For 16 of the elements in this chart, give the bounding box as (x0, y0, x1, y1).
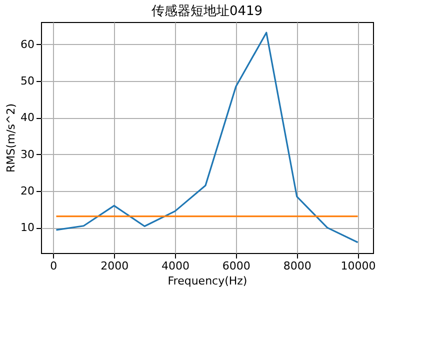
y-tick-label: 40 (20, 111, 34, 124)
x-tick-label: 2000 (100, 260, 129, 272)
y-tick-label: 30 (20, 148, 34, 161)
line-series (55, 32, 359, 244)
chart-title: 传感器短地址0419 (151, 4, 263, 19)
x-tick-label: 8000 (283, 260, 312, 272)
y-tick-label: 20 (20, 184, 34, 198)
x-tick-label: 10000 (340, 260, 376, 272)
y-tick-label: 60 (20, 38, 34, 51)
y-axis-title: RMS(m/s^2) (4, 103, 18, 173)
x-axis-title: Frequency(Hz) (168, 274, 248, 288)
x-tick-label: 4000 (162, 260, 190, 272)
x-tick-label: 6000 (222, 260, 250, 272)
y-tick-label: 10 (20, 221, 34, 234)
y-tick-label: 50 (20, 74, 34, 88)
x-tick-label: 0 (50, 260, 58, 272)
